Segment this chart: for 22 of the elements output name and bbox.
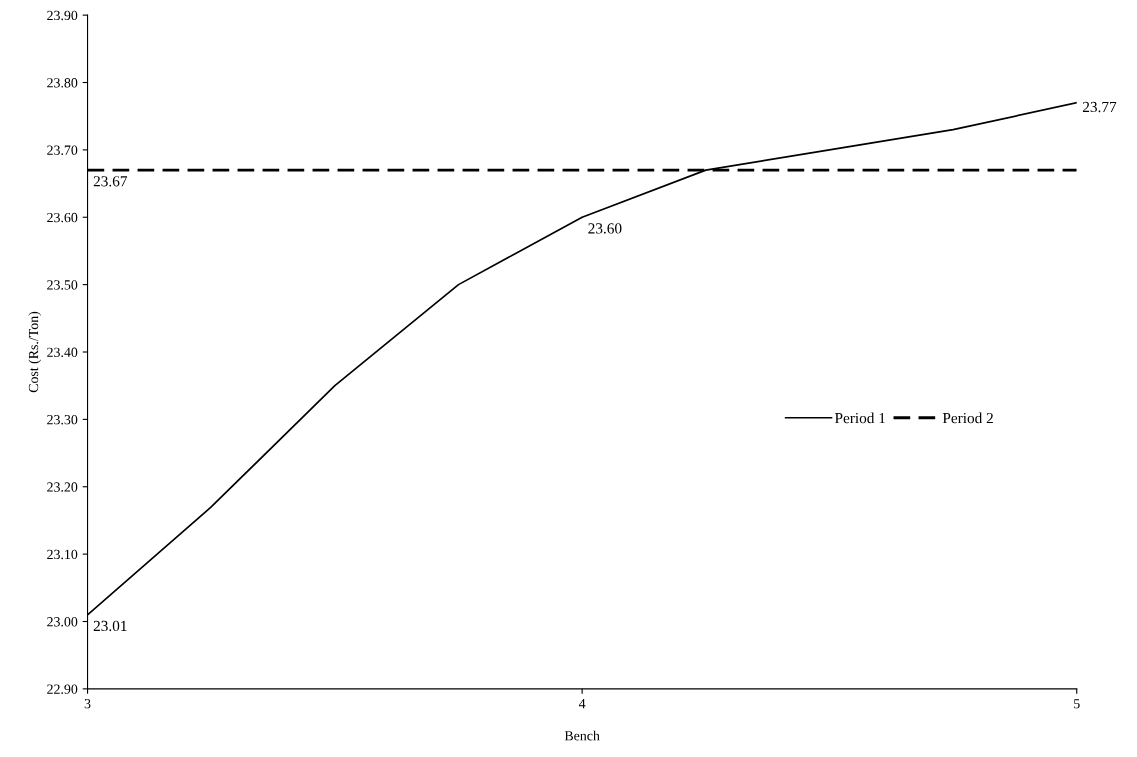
y-tick-label: 23.30 bbox=[47, 414, 78, 425]
y-tick-label: 23.80 bbox=[47, 78, 78, 88]
y-tick-label: 23.10 bbox=[47, 549, 78, 560]
data-label: 23.60 bbox=[588, 223, 622, 234]
y-axis-title: Cost (Rs./Ton) bbox=[28, 311, 42, 393]
y-tick-label: 23.00 bbox=[47, 617, 78, 627]
data-label: 23.67 bbox=[93, 176, 128, 187]
y-tick-label: 23.60 bbox=[47, 212, 78, 223]
data-label: 23.77 bbox=[1082, 101, 1117, 113]
y-tick-label: 23.90 bbox=[47, 10, 78, 21]
y-tick-label: 23.20 bbox=[47, 482, 78, 492]
legend-label: Period 2 bbox=[942, 412, 993, 424]
y-tick-label: 23.50 bbox=[47, 280, 78, 290]
x-tick-label: 5 bbox=[1074, 699, 1080, 709]
x-axis-title: Bench bbox=[564, 730, 600, 741]
y-tick-label: 23.70 bbox=[47, 145, 78, 155]
y-tick-label: 22.90 bbox=[47, 684, 78, 694]
y-tick-label: 23.40 bbox=[47, 347, 78, 358]
legend-label: Period 1 bbox=[834, 412, 885, 424]
x-tick-label: 4 bbox=[578, 699, 586, 709]
data-label: 23.01 bbox=[93, 620, 127, 632]
x-tick-label: 3 bbox=[84, 699, 91, 709]
